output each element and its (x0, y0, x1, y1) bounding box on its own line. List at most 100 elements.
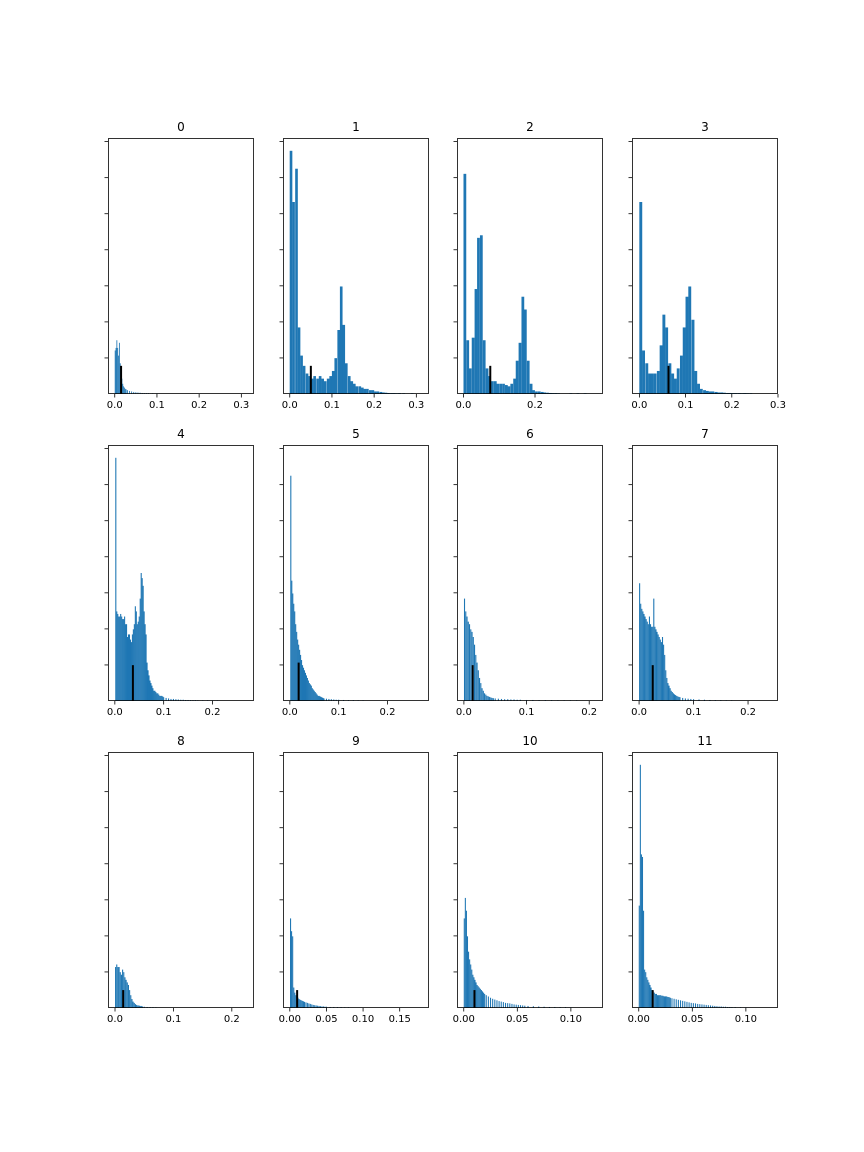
histogram-bar (315, 693, 317, 701)
histogram-bar (136, 1004, 138, 1008)
panel-title: 9 (352, 734, 360, 748)
x-tick-label: 0.2 (224, 1014, 240, 1025)
histogram-bar (484, 693, 486, 701)
histogram-bar (654, 993, 656, 1008)
histogram-bar (129, 990, 131, 1008)
histogram-bar (156, 693, 158, 701)
histogram-bars (289, 150, 414, 394)
histogram-bar (472, 974, 474, 1008)
histogram-bar (486, 695, 488, 701)
histogram-bar (692, 1003, 694, 1008)
x-tick-label: 0.00 (279, 1014, 301, 1025)
x-tick-label: 0.3 (408, 400, 424, 411)
histogram-bar (116, 340, 118, 394)
histogram-bar (666, 996, 668, 1008)
histogram-bar (292, 202, 295, 394)
histogram-bar (363, 388, 367, 394)
x-tick-label: 0.3 (233, 400, 249, 411)
panel-title: 3 (701, 120, 709, 134)
histogram-bar (337, 330, 341, 394)
x-tick-label: 0.1 (156, 707, 172, 718)
histogram-bar (470, 964, 472, 1008)
histogram-bar (494, 999, 496, 1008)
histogram-bar (138, 616, 140, 701)
histogram-bar (694, 1003, 697, 1008)
histogram-bar (670, 690, 672, 701)
histogram-panel-2: 0.0 0.2 2 (453, 120, 603, 411)
x-tick-label: 0.05 (315, 1014, 337, 1025)
histogram-bar (527, 1005, 529, 1008)
histogram-bar (479, 988, 481, 1008)
histogram-bar (638, 905, 640, 1008)
histogram-bar (659, 345, 663, 394)
histogram-bar (662, 314, 666, 394)
histogram-bar (471, 337, 475, 394)
histogram-bar (540, 391, 544, 394)
histogram-bar (485, 368, 489, 394)
histogram-bar (690, 1002, 692, 1008)
histogram-bar (134, 606, 136, 701)
histogram-bar (318, 376, 322, 394)
histogram-bar (642, 611, 644, 701)
histogram-bar (369, 390, 372, 394)
histogram-bar (640, 603, 642, 701)
histogram-bar (517, 1004, 519, 1008)
histogram-bar (682, 327, 686, 394)
histogram-bar (709, 1005, 712, 1008)
histogram-bar (664, 996, 666, 1008)
x-tick-label: 0.1 (686, 707, 702, 718)
histogram-bar (379, 391, 383, 394)
x-tick-label: 0.15 (389, 1014, 411, 1025)
histogram-bar (711, 391, 715, 394)
histogram-bar (660, 995, 662, 1008)
histogram-bar (487, 696, 489, 701)
histogram-bar (355, 386, 359, 394)
histogram-bar (328, 698, 330, 701)
x-tick-label: 0.05 (681, 1014, 703, 1025)
x-tick-label: 0.0 (631, 707, 647, 718)
histogram-bars (638, 764, 747, 1008)
histogram-bar (296, 631, 298, 701)
histogram-bar (342, 324, 346, 394)
histogram-bar (494, 698, 496, 701)
x-tick-label: 0.0 (107, 1014, 123, 1025)
x-tick-label: 0.2 (191, 400, 207, 411)
histogram-bars (463, 173, 587, 394)
histogram-bar (115, 457, 117, 701)
histogram-bar (115, 347, 117, 394)
histogram-bar (667, 996, 669, 1008)
axes-frame (283, 445, 429, 701)
histogram-bar (305, 1002, 307, 1008)
histogram-bar (649, 984, 651, 1008)
histogram-bar (651, 626, 653, 701)
histogram-bar (317, 695, 319, 701)
histogram-bar (301, 1000, 303, 1008)
histogram-bar (352, 383, 356, 394)
panel-title: 4 (177, 427, 185, 441)
histogram-bar (660, 642, 662, 701)
histogram-bar (120, 613, 122, 701)
histogram-bar (477, 237, 480, 394)
histogram-bar (318, 1005, 320, 1008)
histogram-bar (647, 624, 649, 701)
histogram-bar (139, 598, 141, 701)
histogram-bar (671, 373, 675, 394)
histogram-bar (124, 388, 126, 394)
histogram-bar (529, 383, 533, 394)
histogram-bar (118, 967, 120, 1008)
histogram-bar (482, 340, 486, 394)
histogram-bar (471, 969, 473, 1008)
histogram-bar (642, 350, 646, 394)
histogram-bar (684, 698, 686, 701)
histogram-bar (505, 385, 508, 394)
histogram-bar (645, 972, 647, 1008)
histogram-bar (292, 593, 294, 701)
histogram-bar (463, 918, 465, 1008)
histogram-bar (469, 959, 471, 1008)
panel-title: 11 (697, 734, 712, 748)
histogram-bar (653, 992, 655, 1008)
histogram-bar (673, 998, 675, 1008)
histogram-bar (665, 327, 669, 394)
histogram-bar (491, 381, 494, 394)
histogram-bar (466, 936, 469, 1008)
